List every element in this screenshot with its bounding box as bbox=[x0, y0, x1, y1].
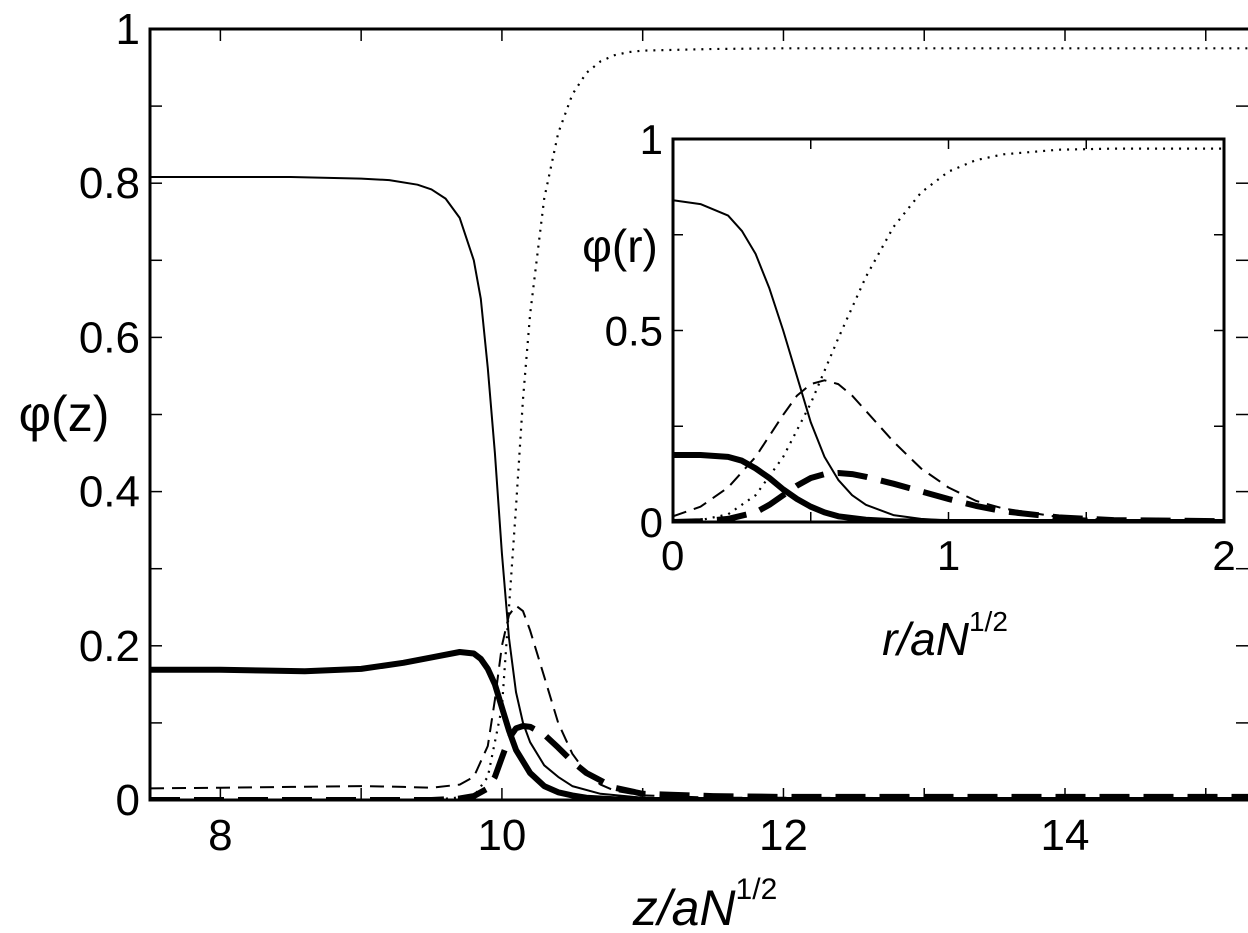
inset-y-tick-label: 1 bbox=[640, 116, 663, 163]
inset-background bbox=[673, 139, 1224, 522]
main-curves bbox=[150, 47, 1248, 800]
main-y-tick-label: 0 bbox=[116, 776, 140, 825]
inset-y-axis-label: φ(r) bbox=[582, 220, 658, 272]
main-plot-frame bbox=[148, 27, 1248, 802]
main-ticks bbox=[150, 28, 1248, 801]
main-x-tick-label: 12 bbox=[759, 811, 808, 860]
inset-y-tick-label: 0 bbox=[640, 499, 663, 546]
inset-series-thin-dashed-2 bbox=[673, 379, 1224, 522]
main-series-thin-dashed-2 bbox=[150, 604, 1248, 800]
inset-series-dotted-1 bbox=[673, 147, 1224, 522]
inset-x-axis-label-main: r/aN bbox=[882, 613, 970, 665]
main-y-tick-label: 0.8 bbox=[79, 159, 140, 208]
main-y-axis-label: φ(z) bbox=[19, 386, 110, 442]
main-y-tick-label: 1 bbox=[116, 5, 140, 54]
main-y-tick-label: 0.4 bbox=[79, 468, 140, 517]
main-x-tick-label: 14 bbox=[1041, 811, 1090, 860]
inset-x-axis-label: r/aN1/2 bbox=[882, 606, 1008, 665]
inset-plot: 0 1 2 0 0.5 1 φ(r) r/aN1/2 bbox=[582, 116, 1236, 665]
main-x-tick-label: 8 bbox=[208, 811, 232, 860]
main-series-thick-dashed-4 bbox=[150, 723, 1248, 800]
main-x-axis-label-sup: 1/2 bbox=[736, 873, 778, 906]
main-y-tick-label: 0.2 bbox=[79, 622, 140, 671]
main-y-tick-label: 0.6 bbox=[79, 313, 140, 362]
main-series-thick-solid-3 bbox=[150, 649, 1248, 800]
inset-plot-frame bbox=[671, 137, 1226, 524]
inset-tick-labels: 0 1 2 0 0.5 1 bbox=[605, 116, 1236, 579]
inset-series-thick-dashed-4 bbox=[673, 470, 1224, 522]
inset-x-tick-label: 0 bbox=[661, 532, 684, 579]
inset-x-tick-label: 1 bbox=[937, 532, 960, 579]
inset-x-axis-label-sup: 1/2 bbox=[969, 606, 1008, 637]
main-x-axis-label: z/aN1/2 bbox=[632, 873, 778, 933]
inset-y-tick-label: 0.5 bbox=[605, 308, 663, 355]
inset-x-tick-label: 2 bbox=[1212, 532, 1235, 579]
main-series-thin-solid-0 bbox=[150, 176, 1248, 800]
main-x-tick-label: 10 bbox=[477, 811, 526, 860]
main-x-axis-label-main: z/aN bbox=[632, 880, 737, 933]
